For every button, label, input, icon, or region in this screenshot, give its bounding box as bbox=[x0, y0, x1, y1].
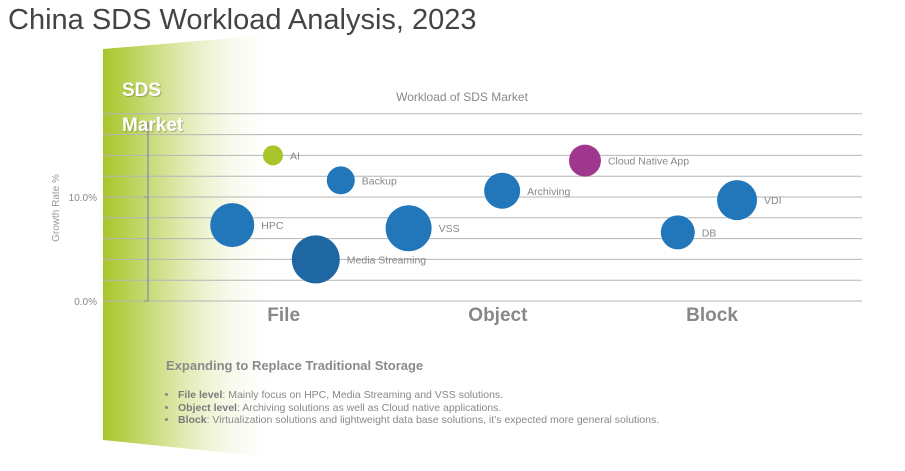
bubble-label: AI bbox=[290, 150, 300, 162]
bubble-archiving bbox=[484, 172, 521, 209]
category-label: Object bbox=[468, 305, 528, 326]
category-label: Block bbox=[686, 305, 738, 326]
bubble-ai bbox=[262, 145, 283, 166]
bubble-label: Backup bbox=[362, 175, 397, 187]
chart-title: Workload of SDS Market bbox=[396, 90, 528, 104]
bubble-label: DB bbox=[702, 227, 717, 239]
page-title: China SDS Workload Analysis, 2023 bbox=[8, 4, 477, 36]
note-item: File level: Mainly focus on HPC, Media S… bbox=[178, 389, 659, 402]
bubble-label: Cloud Native App bbox=[608, 156, 689, 168]
note-item: Object level: Archiving solutions as wel… bbox=[178, 402, 659, 415]
bubble-backup bbox=[326, 166, 355, 195]
side-label-sds: SDS bbox=[122, 80, 162, 101]
bubble-db bbox=[660, 215, 695, 250]
bubble-label: VSS bbox=[439, 223, 460, 235]
bubble-label: HPC bbox=[261, 220, 284, 232]
bubble-vdi bbox=[717, 180, 758, 221]
y-tick-label: 0.0% bbox=[74, 297, 97, 308]
notes-section: Expanding to Replace Traditional Storage… bbox=[166, 358, 659, 427]
bubble-cloud-native-app bbox=[568, 144, 601, 177]
bubble-label: VDI bbox=[764, 195, 782, 207]
side-label-market: Market bbox=[122, 115, 184, 136]
bubble-label: Media Streaming bbox=[347, 254, 427, 266]
bubble-media-streaming bbox=[291, 235, 340, 284]
bubble-hpc bbox=[210, 203, 255, 248]
bubble-label: Archiving bbox=[527, 186, 570, 198]
notes-heading: Expanding to Replace Traditional Storage bbox=[166, 358, 424, 373]
bubble-vss bbox=[385, 205, 432, 252]
note-item: Block: Virtualization solutions and ligh… bbox=[178, 414, 659, 427]
category-label: File bbox=[267, 305, 300, 326]
y-tick-label: 10.0% bbox=[69, 193, 97, 204]
y-axis-label: Growth Rate % bbox=[51, 174, 62, 242]
